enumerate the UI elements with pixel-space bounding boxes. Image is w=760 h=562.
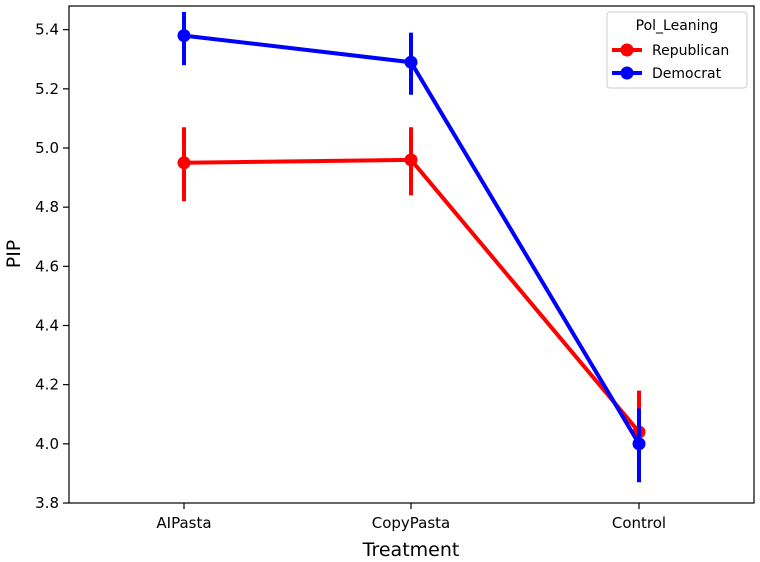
x-axis-label: Treatment [362,539,460,561]
y-axis-label: PIP [3,240,25,269]
legend-label: Democrat [652,66,722,82]
data-point [177,156,191,170]
series-republican [177,127,646,474]
data-point [632,437,646,451]
legend-box [606,11,748,89]
data-point [177,29,191,43]
y-tick-label: 5.2 [35,80,59,98]
x-tick-label: AIPasta [156,514,211,532]
y-tick-label: 4.4 [35,317,59,335]
x-tick-label: Control [612,514,666,532]
legend-title: Pol_Leaning [636,18,719,34]
legend-item-democrat: Democrat [612,66,722,82]
y-axis: 3.8 4.0 4.2 4.4 4.6 4.8 5.0 5.2 5.4 [35,21,69,512]
x-axis: AIPasta CopyPasta Control [156,503,666,532]
series-democrat [177,11,646,483]
y-tick-label: 4.2 [35,376,59,394]
data-point [404,55,418,69]
y-tick-label: 5.0 [35,139,59,157]
y-tick-label: 4.8 [35,198,59,216]
x-tick-label: CopyPasta [372,514,451,532]
series-line [183,157,641,434]
series-layer [177,11,646,483]
data-point [404,153,418,167]
y-tick-label: 3.8 [35,494,59,512]
y-tick-label: 4.6 [35,257,59,275]
legend-marker [620,66,634,80]
legend-marker [620,43,634,57]
series-line [183,33,641,445]
y-tick-label: 5.4 [35,21,59,39]
y-tick-label: 4.0 [35,435,59,453]
legend: Pol_Leaning Republican Democrat [606,11,748,89]
legend-item-republican: Republican [612,43,729,59]
legend-label: Republican [652,43,729,59]
